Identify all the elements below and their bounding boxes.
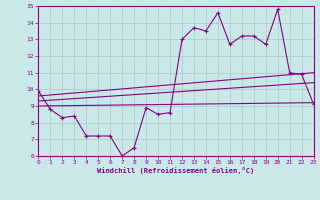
X-axis label: Windchill (Refroidissement éolien,°C): Windchill (Refroidissement éolien,°C) xyxy=(97,167,255,174)
